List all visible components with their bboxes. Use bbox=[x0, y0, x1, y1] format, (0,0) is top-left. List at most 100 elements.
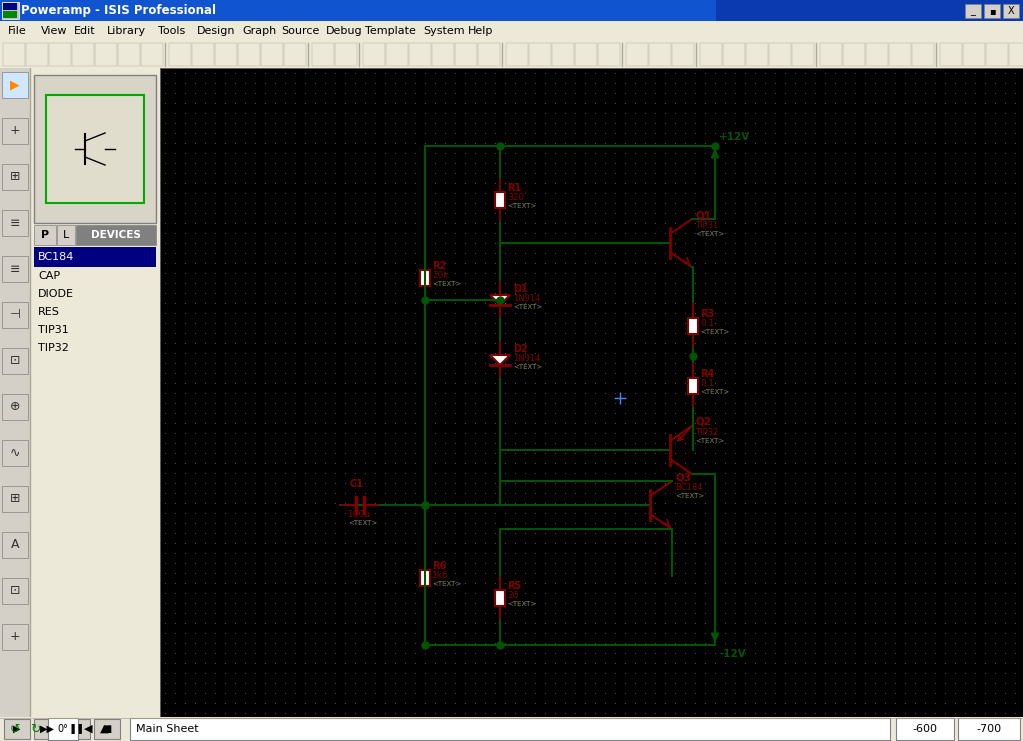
Text: R5: R5 bbox=[507, 581, 522, 591]
Text: R6: R6 bbox=[432, 561, 446, 571]
Text: ▶▶: ▶▶ bbox=[40, 724, 54, 734]
Text: 0°: 0° bbox=[57, 724, 69, 734]
Text: 20k: 20k bbox=[432, 271, 449, 280]
Text: <TEXT>: <TEXT> bbox=[432, 581, 461, 587]
Text: +: + bbox=[9, 631, 20, 643]
Bar bbox=[506, 43, 528, 66]
Bar bbox=[529, 43, 551, 66]
Text: ↺: ↺ bbox=[10, 722, 20, 736]
Text: Debug: Debug bbox=[326, 26, 363, 36]
Text: Poweramp - ISIS Professional: Poweramp - ISIS Professional bbox=[21, 4, 216, 17]
Text: Help: Help bbox=[468, 26, 493, 36]
Bar bbox=[432, 43, 454, 66]
Text: R3: R3 bbox=[700, 309, 714, 319]
Bar bbox=[10, 3, 17, 10]
Bar bbox=[940, 43, 962, 66]
Bar bbox=[169, 43, 191, 66]
Bar bbox=[2, 440, 28, 466]
Text: ≡: ≡ bbox=[10, 216, 20, 230]
Bar bbox=[495, 590, 505, 606]
Text: 0.1: 0.1 bbox=[700, 379, 714, 388]
Text: ■: ■ bbox=[102, 724, 112, 734]
Bar bbox=[2, 256, 28, 282]
Bar bbox=[2, 302, 28, 328]
Text: TIP31: TIP31 bbox=[695, 221, 718, 230]
Bar bbox=[672, 43, 694, 66]
Bar bbox=[984, 4, 1000, 18]
Bar bbox=[64, 719, 90, 739]
Bar bbox=[2, 624, 28, 650]
Text: ▪: ▪ bbox=[988, 6, 995, 16]
Polygon shape bbox=[490, 355, 510, 365]
Text: DEVICES: DEVICES bbox=[91, 230, 141, 240]
Bar bbox=[312, 43, 333, 66]
Text: C1: C1 bbox=[350, 479, 364, 489]
Bar bbox=[455, 43, 477, 66]
Bar bbox=[2, 394, 28, 420]
Bar bbox=[57, 225, 75, 245]
Bar bbox=[26, 43, 48, 66]
Bar bbox=[34, 719, 60, 739]
Text: <TEXT>: <TEXT> bbox=[695, 438, 724, 444]
Text: RES: RES bbox=[38, 307, 60, 317]
Bar bbox=[46, 95, 144, 203]
Text: <TEXT>: <TEXT> bbox=[700, 329, 729, 335]
Bar bbox=[72, 43, 94, 66]
Text: ◀: ◀ bbox=[84, 724, 92, 734]
Bar bbox=[963, 43, 985, 66]
Text: DIODE: DIODE bbox=[38, 289, 74, 299]
Text: View: View bbox=[41, 26, 68, 36]
Text: 320: 320 bbox=[507, 193, 524, 202]
Text: 0.1: 0.1 bbox=[700, 319, 714, 328]
Text: TIP32: TIP32 bbox=[695, 428, 718, 437]
Bar bbox=[3, 43, 25, 66]
Bar bbox=[49, 43, 71, 66]
Text: Library: Library bbox=[106, 26, 145, 36]
Bar bbox=[2, 532, 28, 558]
Bar bbox=[363, 43, 385, 66]
Text: P: P bbox=[41, 230, 49, 240]
Text: 1k6: 1k6 bbox=[432, 571, 449, 580]
Bar bbox=[335, 43, 357, 66]
Text: <TEXT>: <TEXT> bbox=[513, 304, 542, 310]
Bar bbox=[958, 718, 1020, 740]
Text: ↻: ↻ bbox=[30, 722, 41, 736]
Bar bbox=[820, 43, 842, 66]
Bar bbox=[34, 225, 56, 245]
Bar bbox=[48, 718, 78, 740]
Bar bbox=[769, 43, 791, 66]
Text: ⊡: ⊡ bbox=[10, 354, 20, 368]
Text: Graph: Graph bbox=[242, 26, 276, 36]
Text: X: X bbox=[1008, 6, 1015, 16]
Text: <TEXT>: <TEXT> bbox=[348, 520, 377, 526]
Text: <TEXT>: <TEXT> bbox=[675, 493, 704, 499]
Bar bbox=[409, 43, 431, 66]
Bar bbox=[700, 43, 722, 66]
Text: +12V: +12V bbox=[719, 132, 750, 142]
Text: <TEXT>: <TEXT> bbox=[432, 281, 461, 287]
Bar bbox=[192, 43, 214, 66]
Bar bbox=[261, 43, 283, 66]
Bar bbox=[420, 270, 430, 286]
Bar bbox=[420, 570, 430, 586]
Text: Q1: Q1 bbox=[695, 210, 711, 220]
Text: D1: D1 bbox=[513, 284, 528, 294]
Bar bbox=[0, 68, 30, 717]
Bar bbox=[284, 43, 306, 66]
Text: ⊞: ⊞ bbox=[10, 493, 20, 505]
Text: -600: -600 bbox=[913, 724, 937, 734]
Text: R2: R2 bbox=[432, 261, 446, 271]
Bar bbox=[649, 43, 671, 66]
Text: Main Sheet: Main Sheet bbox=[136, 724, 198, 734]
Bar bbox=[965, 4, 981, 18]
Bar bbox=[843, 43, 865, 66]
Bar bbox=[1003, 4, 1019, 18]
Text: TIP32: TIP32 bbox=[38, 343, 69, 353]
Text: _: _ bbox=[971, 6, 976, 16]
Text: BC184: BC184 bbox=[38, 252, 75, 262]
Text: Design: Design bbox=[196, 26, 235, 36]
Bar bbox=[911, 43, 934, 66]
Text: File: File bbox=[8, 26, 27, 36]
Bar bbox=[3, 3, 10, 10]
Bar bbox=[2, 164, 28, 190]
